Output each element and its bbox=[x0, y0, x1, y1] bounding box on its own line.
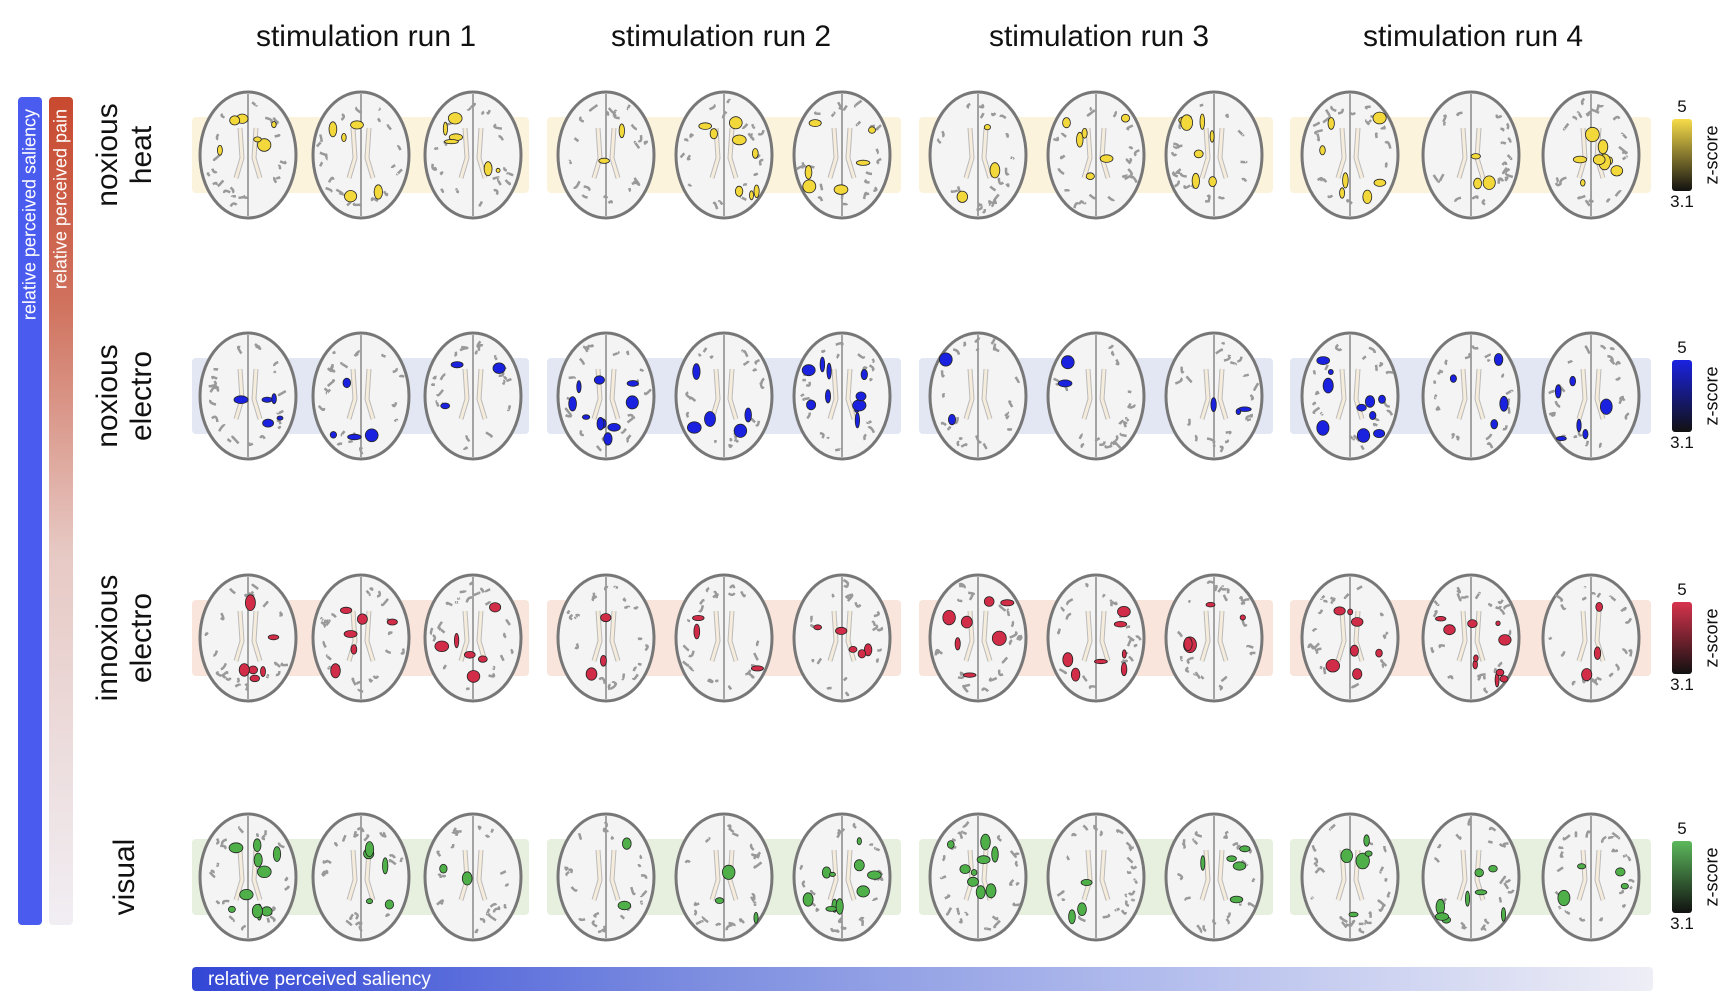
column-title-run-4: stimulation run 4 bbox=[1362, 20, 1584, 53]
brain-slice bbox=[926, 329, 1030, 468]
zscore-colorbar bbox=[1672, 602, 1692, 674]
zscore-colorbar bbox=[1672, 119, 1692, 191]
column-title-run-1: stimulation run 1 bbox=[255, 20, 477, 53]
column-title-run-2: stimulation run 2 bbox=[610, 20, 832, 53]
pain-gradient-bar: relative perceived pain bbox=[49, 97, 73, 925]
brain-slice bbox=[309, 88, 413, 227]
row-label-line2: electro bbox=[125, 592, 158, 684]
brain-slice bbox=[1419, 810, 1523, 949]
colorbar-max: 5 bbox=[1677, 97, 1687, 116]
colorbar-label: z-score bbox=[1701, 366, 1722, 426]
brain-slice bbox=[1044, 329, 1148, 468]
brain-slice bbox=[926, 88, 1030, 227]
brain-slice bbox=[196, 571, 300, 710]
brain-slice bbox=[309, 810, 413, 949]
colorbar-label: z-score bbox=[1701, 608, 1722, 668]
brain-slice bbox=[1298, 88, 1402, 227]
brain-slice bbox=[421, 810, 525, 949]
row-label-line2: electro bbox=[125, 350, 158, 442]
brain-slice bbox=[554, 329, 658, 468]
brain-slice bbox=[672, 88, 776, 227]
brain-slice bbox=[926, 810, 1030, 949]
brain-slice bbox=[554, 571, 658, 710]
brain-slice bbox=[672, 571, 776, 710]
pain-bar-label: relative perceived pain bbox=[50, 109, 71, 290]
brain-slice bbox=[309, 329, 413, 468]
brain-slice bbox=[1298, 810, 1402, 949]
brain-slice bbox=[1044, 571, 1148, 710]
brain-slice bbox=[1298, 329, 1402, 468]
brain-slice bbox=[421, 88, 525, 227]
brain-slice bbox=[1044, 810, 1148, 949]
row-label-line1: noxious bbox=[91, 103, 124, 207]
column-title-run-3: stimulation run 3 bbox=[988, 20, 1210, 53]
brain-slice bbox=[554, 88, 658, 227]
brain-slice bbox=[1539, 88, 1643, 227]
colorbar-max: 5 bbox=[1677, 338, 1687, 357]
colorbar-label: z-score bbox=[1701, 125, 1722, 185]
brain-slice bbox=[672, 810, 776, 949]
brain-slice bbox=[554, 810, 658, 949]
brain-slice bbox=[790, 571, 894, 710]
brain-slice bbox=[309, 571, 413, 710]
brain-slice bbox=[1419, 329, 1523, 468]
row-label: innoxious electro bbox=[91, 575, 159, 702]
colorbar-min: 3.1 bbox=[1670, 192, 1694, 211]
zscore-colorbar bbox=[1672, 841, 1692, 913]
colorbar-min: 3.1 bbox=[1670, 914, 1694, 933]
colorbar-max: 5 bbox=[1677, 580, 1687, 599]
brain-slice bbox=[1162, 810, 1266, 949]
brain-slice bbox=[1044, 88, 1148, 227]
colorbar-max: 5 bbox=[1677, 819, 1687, 838]
brain-slice bbox=[421, 571, 525, 710]
row-label: visual bbox=[108, 839, 142, 916]
brain-slice bbox=[1539, 571, 1643, 710]
brain-slice bbox=[1539, 329, 1643, 468]
brain-slice bbox=[790, 88, 894, 227]
saliency-horizontal-bar: relative perceived saliency bbox=[192, 967, 1653, 991]
brain-slice bbox=[421, 329, 525, 468]
row-label: noxious heat bbox=[91, 103, 159, 206]
brain-slice bbox=[196, 88, 300, 227]
brain-slice bbox=[1162, 88, 1266, 227]
colorbar-label: z-score bbox=[1701, 847, 1722, 907]
saliency-gradient-bar: relative perceived saliency bbox=[18, 97, 42, 925]
row-label-line1: noxious bbox=[91, 344, 124, 448]
brain-slice bbox=[1298, 571, 1402, 710]
brain-slice bbox=[790, 810, 894, 949]
brain-slice bbox=[1419, 88, 1523, 227]
row-label: noxious electro bbox=[91, 344, 159, 447]
zscore-colorbar bbox=[1672, 360, 1692, 432]
colorbar-min: 3.1 bbox=[1670, 675, 1694, 694]
brain-slice bbox=[790, 329, 894, 468]
saliency-bar-label: relative perceived saliency bbox=[19, 109, 40, 321]
row-label-line2: heat bbox=[125, 125, 158, 185]
brain-slice bbox=[1419, 571, 1523, 710]
brain-slice bbox=[1539, 810, 1643, 949]
brain-slice bbox=[196, 810, 300, 949]
row-label-line2: visual bbox=[108, 838, 141, 916]
brain-slice bbox=[672, 329, 776, 468]
colorbar-min: 3.1 bbox=[1670, 433, 1694, 452]
brain-slice bbox=[196, 329, 300, 468]
brain-slice bbox=[1162, 329, 1266, 468]
brain-slice bbox=[926, 571, 1030, 710]
horizontal-bar-label: relative perceived saliency bbox=[208, 969, 431, 990]
row-label-line1: innoxious bbox=[91, 574, 124, 702]
brain-slice bbox=[1162, 571, 1266, 710]
